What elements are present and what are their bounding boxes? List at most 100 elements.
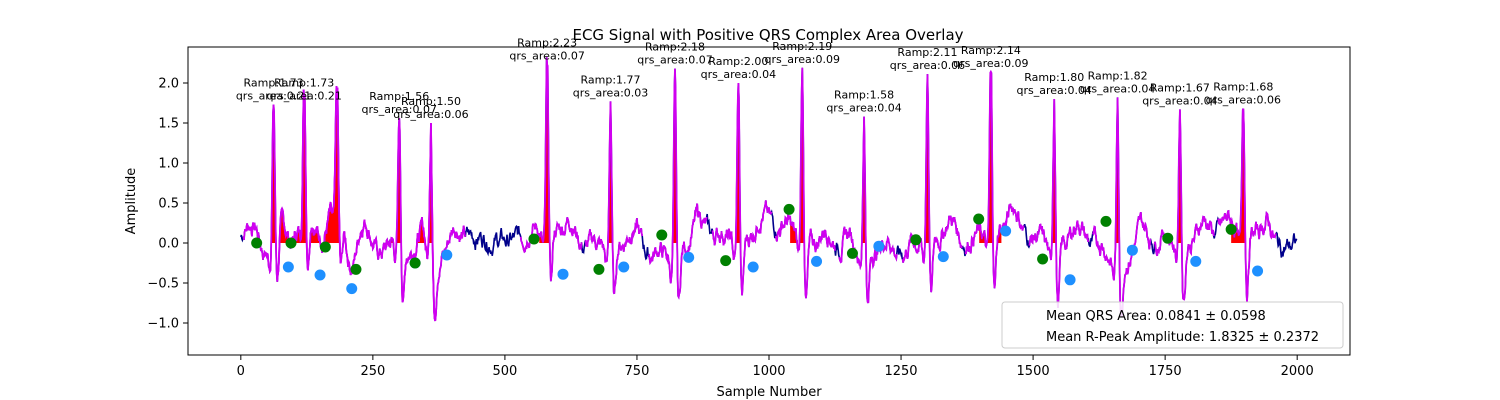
legend: Mean QRS Area: 0.0841 ± 0.0598 Mean R-Pe… (1001, 301, 1344, 349)
s-point-5 (557, 268, 569, 280)
qrs-area-label-4: qrs_area:0.06 (393, 108, 468, 121)
qrs-area-label-1: qrs_area:0.21 (266, 90, 341, 103)
qrs-segment-4 (401, 122, 467, 322)
qrs-area-label-14: qrs_area:0.04 (1080, 82, 1155, 95)
qrs-segment-15 (1153, 109, 1215, 301)
r-amp-label-0: Ramp:1.73 (244, 77, 304, 90)
s-point-13 (1064, 274, 1076, 286)
r-amp-label-11: Ramp:2.11 (897, 46, 957, 59)
qrs-area-fill-0 (263, 104, 291, 243)
s-point-2 (346, 283, 358, 295)
qrs-area-label-16: qrs_area:0.06 (1206, 94, 1281, 107)
q-point-14 (1100, 215, 1112, 227)
q-point-7 (656, 229, 668, 241)
qrs-area-label-0: qrs_area:0.21 (236, 90, 311, 103)
q-point-6 (593, 263, 605, 275)
s-point-6 (618, 261, 630, 273)
q-point-9 (783, 203, 795, 215)
y-tick-label-0: −1.0 (147, 317, 179, 332)
x-tick-label-2: 500 (492, 364, 517, 379)
r-amp-label-16: Ramp:1.68 (1213, 81, 1273, 94)
q-point-10 (846, 247, 858, 259)
r-amp-label-3: Ramp:1.56 (369, 90, 429, 103)
x-tick-label-0: 0 (237, 364, 245, 379)
r-amp-label-8: Ramp:2.00 (708, 55, 768, 68)
qrs-segment-16 (1217, 108, 1277, 303)
q-point-16 (1225, 223, 1237, 235)
qrs-area-label-15: qrs_area:0.04 (1142, 94, 1217, 107)
x-tick-label-6: 1500 (1017, 364, 1050, 379)
s-point-9 (811, 255, 823, 267)
qrs-segment-8 (711, 82, 773, 296)
axis-ticks: 0 250 500 750 1000 1250 1500 1750 2000 −1.0 −0.5 0.… (147, 77, 1313, 380)
r-amp-label-6: Ramp:1.77 (581, 73, 641, 86)
qrs-area-label-6: qrs_area:0.03 (573, 86, 648, 99)
q-point-13 (1037, 253, 1049, 265)
y-tick-label-1: −0.5 (147, 277, 179, 292)
s-point-1 (314, 269, 326, 281)
r-amp-label-1: Ramp:1.73 (274, 77, 334, 90)
q-point-3 (350, 263, 362, 275)
qrs-segment-10 (838, 116, 898, 304)
y-tick-label-6: 2.0 (158, 77, 179, 92)
q-point-1 (285, 237, 297, 249)
y-tick-label-5: 1.5 (158, 117, 179, 132)
x-axis-title: Sample Number (716, 385, 822, 400)
y-tick-label-3: 0.5 (158, 197, 179, 212)
y-tick-label-4: 1.0 (158, 157, 179, 172)
x-tick-label-4: 1000 (752, 364, 785, 379)
y-axis-title: Amplitude (124, 168, 139, 235)
x-tick-label-5: 1250 (884, 364, 917, 379)
r-amp-label-10: Ramp:1.58 (834, 89, 894, 102)
legend-entry-r-peak: Mean R-Peak Amplitude: 1.8325 ± 0.2372 (1046, 330, 1319, 345)
s-point-16 (1252, 265, 1264, 277)
plot-area: Ramp:1.73qrs_area:0.21Ramp:1.73qrs_area:… (236, 37, 1298, 322)
qrs-area-label-5: qrs_area:0.07 (509, 50, 584, 63)
qrs-area-fill-2 (325, 85, 343, 243)
q-point-5 (528, 233, 540, 245)
r-amp-label-14: Ramp:1.82 (1088, 69, 1148, 82)
qrs-area-label-7: qrs_area:0.07 (637, 54, 712, 67)
s-point-4 (441, 249, 453, 261)
s-point-14 (1126, 244, 1138, 256)
qrs-segment-6 (584, 101, 644, 295)
qrs-area-fill-6 (605, 101, 616, 244)
qrs-area-label-3: qrs_area:0.07 (362, 103, 437, 116)
s-point-11 (937, 251, 949, 263)
r-amp-label-9: Ramp:2.19 (772, 40, 832, 53)
r-amp-label-15: Ramp:1.67 (1150, 81, 1210, 94)
q-point-11 (910, 234, 922, 246)
qrs-segment-11 (901, 74, 963, 293)
q-point-8 (720, 255, 732, 267)
r-amp-label-5: Ramp:2.23 (517, 37, 577, 50)
qrs-area-label-9: qrs_area:0.09 (765, 53, 840, 66)
y-tick-label-2: 0.0 (158, 237, 179, 252)
x-tick-label-7: 1750 (1149, 364, 1182, 379)
s-point-0 (282, 261, 294, 273)
s-point-10 (873, 240, 885, 252)
qrs-area-label-11: qrs_area:0.06 (890, 59, 965, 72)
qrs-area-fill-12 (979, 71, 1002, 243)
qrs-area-label-12: qrs_area:0.09 (953, 57, 1028, 70)
x-tick-label-3: 750 (625, 364, 650, 379)
q-point-0 (251, 237, 263, 249)
r-amp-label-4: Ramp:1.50 (401, 95, 461, 108)
s-point-7 (683, 251, 695, 263)
qrs-area-label-13: qrs_area:0.04 (1016, 84, 1091, 97)
x-tick-label-8: 2000 (1281, 364, 1314, 379)
q-point-4 (409, 257, 421, 269)
qrs-segment-13 (1028, 98, 1090, 309)
q-point-2 (319, 241, 331, 253)
qrs-segment-7 (647, 68, 708, 300)
s-point-15 (1190, 255, 1202, 267)
r-amp-label-13: Ramp:1.80 (1024, 71, 1084, 84)
x-tick-label-1: 250 (360, 364, 385, 379)
q-point-12 (973, 213, 985, 225)
qrs-segment-14 (1092, 97, 1152, 318)
q-point-15 (1162, 232, 1174, 244)
qrs-segment-12 (964, 69, 1025, 289)
s-point-12 (1000, 225, 1012, 237)
legend-box (1001, 301, 1344, 349)
qrs-segment-9 (774, 67, 836, 299)
